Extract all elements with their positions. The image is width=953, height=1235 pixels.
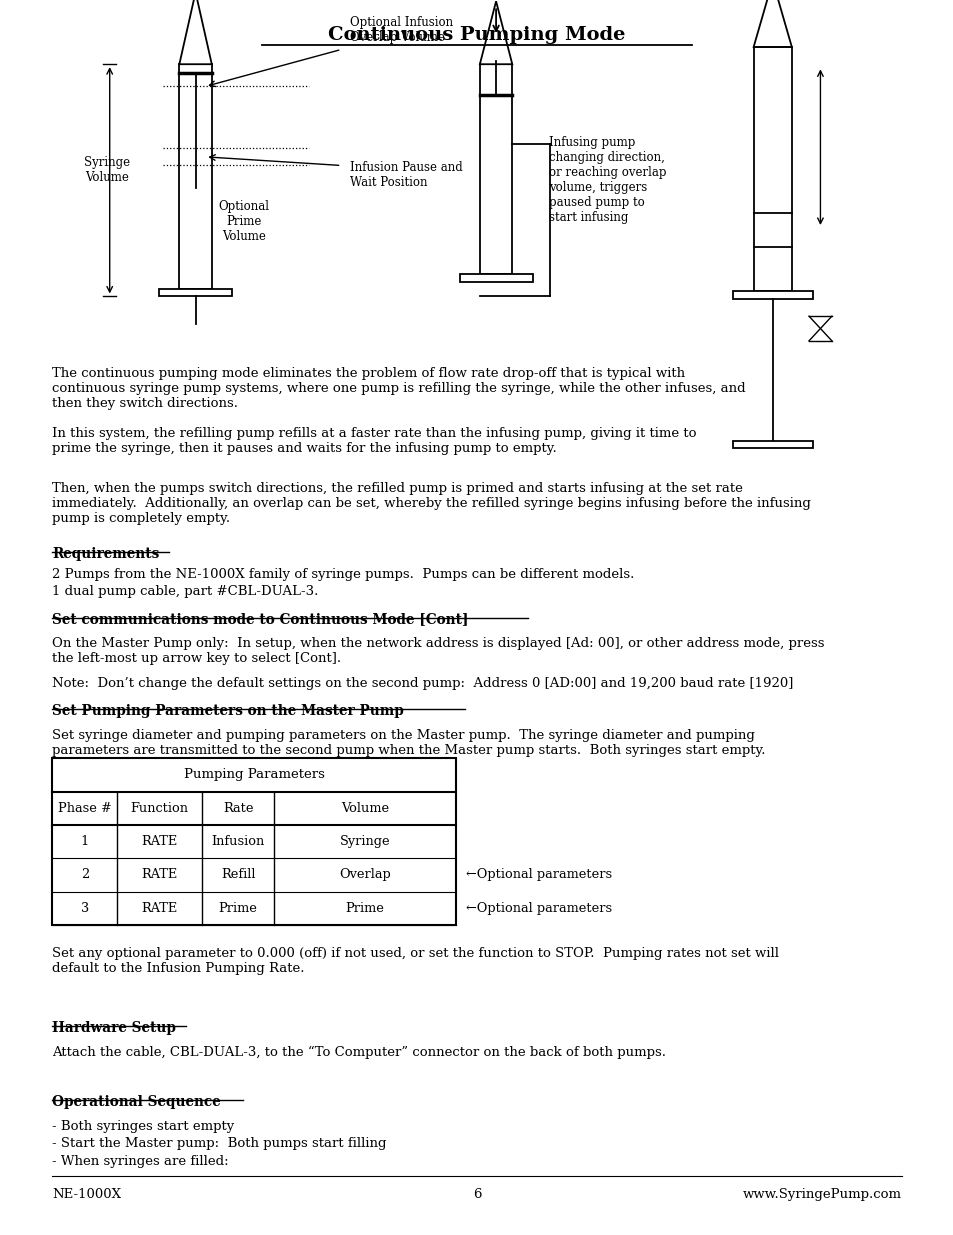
Text: Set syringe diameter and pumping parameters on the Master pump.  The syringe dia: Set syringe diameter and pumping paramet… [52, 729, 765, 757]
Polygon shape [179, 0, 212, 64]
Text: Phase #: Phase # [58, 802, 112, 815]
Text: Volume: Volume [341, 802, 389, 815]
Text: Requirements: Requirements [52, 547, 159, 561]
Text: Syringe: Syringe [339, 835, 390, 848]
Text: Infusing pump
changing direction,
or reaching overlap
volume, triggers
paused pu: Infusing pump changing direction, or rea… [548, 136, 665, 224]
Text: ←Optional parameters: ←Optional parameters [465, 868, 611, 882]
Text: www.SyringePump.com: www.SyringePump.com [741, 1188, 901, 1202]
Text: Syringe
Volume: Syringe Volume [84, 157, 130, 184]
Bar [52, 758, 456, 925]
Text: Function: Function [131, 802, 188, 815]
Text: Continuous Pumping Mode: Continuous Pumping Mode [328, 26, 625, 43]
Text: 2 Pumps from the NE-1000X family of syringe pumps.  Pumps can be different model: 2 Pumps from the NE-1000X family of syri… [52, 568, 634, 582]
Text: ←Optional parameters: ←Optional parameters [465, 902, 611, 915]
Text: 1 dual pump cable, part #CBL-DUAL-3.: 1 dual pump cable, part #CBL-DUAL-3. [52, 585, 318, 599]
Text: - Both syringes start empty: - Both syringes start empty [52, 1120, 234, 1134]
Text: 2: 2 [81, 868, 89, 882]
Text: In this system, the refilling pump refills at a faster rate than the infusing pu: In this system, the refilling pump refil… [52, 427, 697, 456]
Bar [732, 441, 812, 448]
Text: Overlap: Overlap [339, 868, 391, 882]
Text: Refill: Refill [220, 868, 255, 882]
Text: Infusion Pause and
Wait Position: Infusion Pause and Wait Position [349, 161, 462, 189]
Text: Set Pumping Parameters on the Master Pump: Set Pumping Parameters on the Master Pum… [52, 704, 404, 718]
Text: RATE: RATE [141, 835, 177, 848]
Text: - When syringes are filled:: - When syringes are filled: [52, 1155, 229, 1168]
Text: Hardware Setup: Hardware Setup [52, 1021, 176, 1035]
Text: Then, when the pumps switch directions, the refilled pump is primed and starts i: Then, when the pumps switch directions, … [52, 482, 810, 525]
Polygon shape [479, 1, 512, 64]
Text: The continuous pumping mode eliminates the problem of flow rate drop-off that is: The continuous pumping mode eliminates t… [52, 367, 745, 410]
Text: 1: 1 [81, 835, 89, 848]
Text: RATE: RATE [141, 868, 177, 882]
Text: On the Master Pump only:  In setup, when the network address is displayed [Ad: 0: On the Master Pump only: In setup, when … [52, 637, 824, 666]
Text: Infusion: Infusion [212, 835, 264, 848]
Text: Set communications mode to Continuous Mode [Cont]: Set communications mode to Continuous Mo… [52, 613, 469, 626]
Text: Prime: Prime [218, 902, 257, 915]
Text: RATE: RATE [141, 902, 177, 915]
Text: Note:  Don’t change the default settings on the second pump:  Address 0 [AD:00] : Note: Don’t change the default settings … [52, 677, 793, 690]
Bar [479, 64, 512, 274]
Text: 3: 3 [81, 902, 89, 915]
Text: NE-1000X: NE-1000X [52, 1188, 121, 1202]
Bar [459, 274, 532, 282]
Text: Attach the cable, CBL-DUAL-3, to the “To Computer” connector on the back of both: Attach the cable, CBL-DUAL-3, to the “To… [52, 1046, 666, 1060]
Bar [159, 289, 232, 296]
Bar [179, 64, 212, 289]
Polygon shape [753, 0, 791, 47]
Bar [732, 291, 812, 299]
Bar [753, 47, 791, 291]
Text: Operational Sequence: Operational Sequence [52, 1095, 221, 1109]
Text: Optional
Prime
Volume: Optional Prime Volume [218, 200, 270, 243]
Text: Rate: Rate [223, 802, 253, 815]
Text: Set any optional parameter to 0.000 (off) if not used, or set the function to ST: Set any optional parameter to 0.000 (off… [52, 947, 779, 976]
Text: Optional Infusion
Overlap Volume: Optional Infusion Overlap Volume [349, 16, 453, 44]
Text: Prime: Prime [345, 902, 384, 915]
Text: 6: 6 [473, 1188, 480, 1202]
Text: Pumping Parameters: Pumping Parameters [184, 768, 324, 782]
Text: - Start the Master pump:  Both pumps start filling: - Start the Master pump: Both pumps star… [52, 1137, 387, 1151]
